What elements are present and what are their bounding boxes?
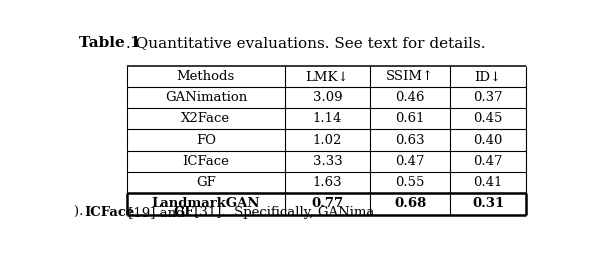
Text: ICFace: ICFace bbox=[85, 206, 135, 219]
Text: 3.09: 3.09 bbox=[313, 91, 342, 104]
Text: GF: GF bbox=[174, 206, 194, 219]
Text: ICFace: ICFace bbox=[182, 155, 229, 168]
Text: LMK↓: LMK↓ bbox=[305, 70, 349, 83]
Text: 0.63: 0.63 bbox=[395, 134, 425, 146]
Text: 1.02: 1.02 bbox=[313, 134, 342, 146]
Text: Methods: Methods bbox=[177, 70, 235, 83]
Text: 0.45: 0.45 bbox=[474, 112, 503, 125]
Text: . Quantitative evaluations. See text for details.: . Quantitative evaluations. See text for… bbox=[126, 36, 486, 50]
Text: 0.40: 0.40 bbox=[474, 134, 503, 146]
Text: GF: GF bbox=[196, 176, 215, 189]
Text: 0.47: 0.47 bbox=[395, 155, 425, 168]
Text: ID↓: ID↓ bbox=[475, 70, 501, 83]
Text: [19] and: [19] and bbox=[124, 206, 188, 219]
Text: 1.63: 1.63 bbox=[313, 176, 342, 189]
Text: GANimation: GANimation bbox=[165, 91, 247, 104]
Text: Table 1: Table 1 bbox=[79, 36, 140, 50]
Text: 0.77: 0.77 bbox=[311, 197, 343, 210]
Text: ).: ). bbox=[74, 206, 88, 219]
Text: 0.37: 0.37 bbox=[473, 91, 503, 104]
Text: FO: FO bbox=[196, 134, 216, 146]
Text: 0.47: 0.47 bbox=[474, 155, 503, 168]
Text: 0.68: 0.68 bbox=[394, 197, 426, 210]
Text: 0.31: 0.31 bbox=[472, 197, 504, 210]
Text: 0.55: 0.55 bbox=[395, 176, 424, 189]
Text: LandmarkGAN: LandmarkGAN bbox=[152, 197, 260, 210]
Text: [31].  Specifically, GANima: [31]. Specifically, GANima bbox=[190, 206, 374, 219]
Text: 1.14: 1.14 bbox=[313, 112, 342, 125]
Text: 0.41: 0.41 bbox=[474, 176, 503, 189]
Text: 0.61: 0.61 bbox=[395, 112, 425, 125]
Text: X2Face: X2Face bbox=[181, 112, 230, 125]
Text: 0.46: 0.46 bbox=[395, 91, 425, 104]
Text: 3.33: 3.33 bbox=[313, 155, 342, 168]
Text: SSIM↑: SSIM↑ bbox=[386, 70, 434, 83]
